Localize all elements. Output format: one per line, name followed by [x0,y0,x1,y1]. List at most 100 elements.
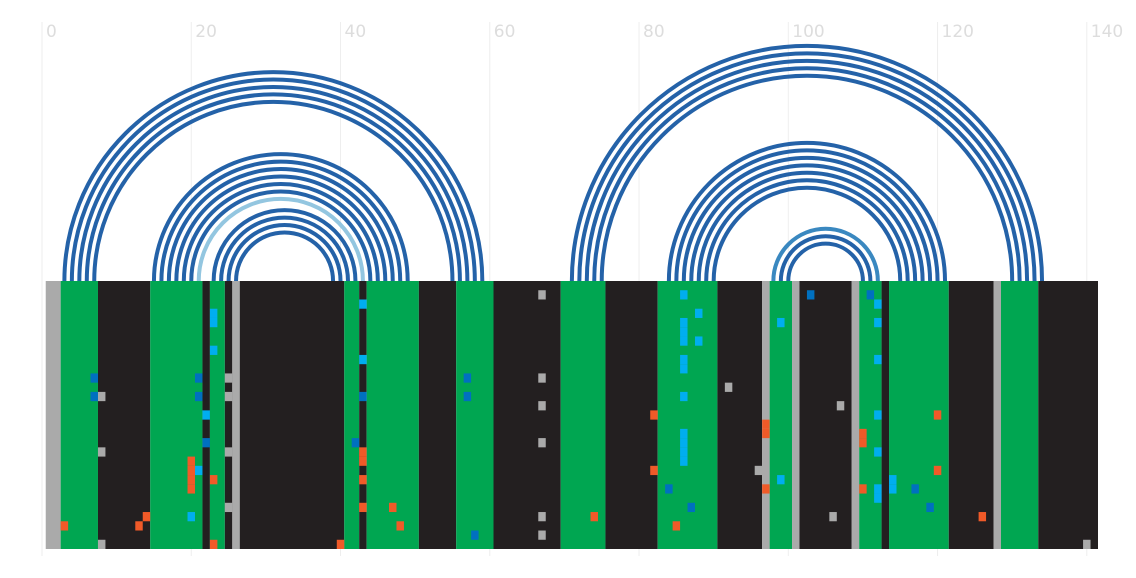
cell [874,354,882,365]
cell [97,539,106,549]
arc [196,196,365,282]
cell [680,354,688,365]
cell [680,447,688,457]
cell [836,401,845,411]
column-band [851,281,860,549]
cell [359,354,367,365]
arc [584,59,1030,282]
arc [592,66,1022,282]
cell [187,475,195,485]
arc [151,152,410,282]
arc [681,155,933,282]
cell [359,447,367,457]
cell [202,410,210,420]
arc [674,148,940,282]
column-band [792,281,800,549]
cell [889,475,897,485]
cell [359,456,367,466]
cell [389,502,397,513]
column-band [150,281,203,549]
cell [650,410,658,420]
arc [166,167,395,282]
column-band [418,281,457,549]
x-tick-label: 40 [345,22,367,42]
cell [463,373,472,383]
arc [569,43,1045,282]
cell [874,317,882,328]
x-tick-label: 0 [46,22,57,42]
x-tick-label: 100 [792,22,824,42]
cell [859,428,867,439]
cell [135,521,143,531]
arc [696,170,918,282]
cell [209,317,218,328]
column-band [359,281,367,549]
cell [590,512,598,522]
cell [224,447,233,457]
cell [874,299,882,309]
cell [1083,539,1091,549]
cell [874,410,882,420]
cell [650,465,658,476]
cell [665,484,673,494]
cell [680,290,688,300]
arc [226,223,343,282]
cell [926,502,934,513]
cell [754,465,763,476]
cell [538,438,546,448]
arc [689,163,925,282]
arc [577,51,1037,282]
cell [224,502,233,513]
x-tick-label: 120 [942,22,974,42]
cell [359,391,367,402]
cell [187,484,195,494]
cell [806,290,815,300]
cell [209,475,218,485]
column-band [456,281,494,549]
column-band [948,281,994,549]
cell [187,512,195,522]
column-band [993,281,1001,549]
cell [224,391,233,402]
arc [704,178,910,282]
cell [209,345,218,355]
cell [829,512,837,522]
column-band [60,281,98,549]
cell [538,373,546,383]
column-band [239,281,345,549]
arc [211,208,358,282]
cell [194,373,203,383]
cell [911,484,919,494]
cell [777,475,785,485]
cell [359,475,367,485]
arc [174,174,388,282]
column-band [560,281,606,549]
cell [90,373,98,383]
column-band [224,281,233,549]
cell [874,493,882,503]
cell [680,336,688,346]
cell [680,428,688,439]
arc [786,241,865,282]
cell [538,401,546,411]
arc [181,182,380,282]
arc [771,226,880,282]
arc [77,85,470,282]
cell [687,502,696,513]
column-band [45,281,61,549]
arc [92,100,455,282]
cell [187,456,195,466]
cell [90,391,98,402]
cell [695,308,703,318]
cell [359,502,367,513]
cell [187,465,195,476]
cell [933,410,942,420]
column-band [1038,281,1098,549]
cell [194,391,203,402]
cell [97,391,106,402]
arc [189,189,373,282]
cell [142,512,151,522]
arc [69,77,477,282]
